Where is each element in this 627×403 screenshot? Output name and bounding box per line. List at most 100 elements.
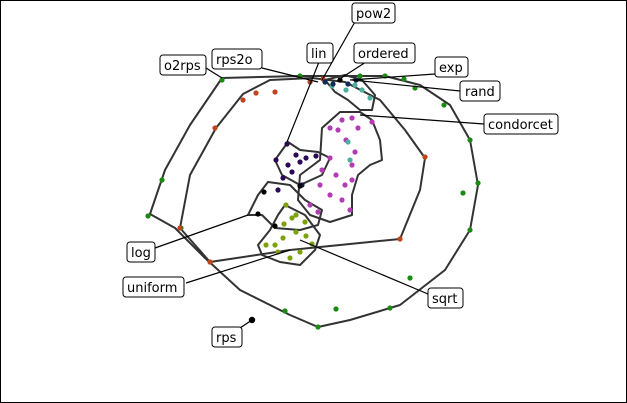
- magenta-point: [333, 172, 339, 178]
- teal-point: [359, 87, 365, 93]
- darkpurple-point: [275, 187, 281, 193]
- magenta-point: [315, 209, 321, 215]
- leader-ordered: [337, 61, 367, 81]
- hull-darkpurple: [274, 141, 331, 186]
- darkpurple-point: [273, 157, 279, 163]
- magenta-point: [319, 167, 325, 173]
- darkpurple-point: [285, 162, 291, 168]
- label-condorcet: condorcet: [483, 113, 559, 135]
- leader-log: [154, 214, 249, 249]
- magenta-point: [352, 149, 358, 155]
- hull-log: [247, 181, 323, 231]
- green-point: [401, 76, 407, 82]
- labels: pow2 lin ordered rps2o o2rps exp rand c: [122, 2, 559, 348]
- magenta-point: [355, 125, 361, 131]
- svg-text:rand: rand: [465, 85, 495, 100]
- darkpurple-point: [280, 175, 286, 181]
- olive-point: [289, 215, 295, 221]
- green-point: [407, 275, 413, 281]
- olive-point: [303, 233, 309, 239]
- magenta-point: [342, 182, 348, 188]
- label-ordered: ordered: [353, 42, 416, 64]
- label-rps: rps: [211, 326, 243, 348]
- navy-point: [330, 81, 336, 87]
- orange-point: [207, 259, 213, 265]
- orange-point: [253, 90, 259, 96]
- magenta-point: [327, 155, 333, 161]
- magenta-point: [369, 119, 375, 125]
- teal-point: [347, 157, 353, 163]
- green-point: [460, 190, 466, 196]
- magenta-point: [339, 197, 345, 203]
- green-point: [315, 324, 321, 330]
- orange-point: [177, 225, 183, 231]
- cluster-points: [145, 73, 481, 330]
- magenta-point: [307, 202, 313, 208]
- olive-point: [263, 242, 269, 248]
- olive-point: [280, 235, 286, 241]
- hull-teal: [324, 74, 376, 111]
- svg-text:rps2o: rps2o: [216, 53, 253, 68]
- svg-text:o2rps: o2rps: [164, 59, 201, 74]
- label-exp: exp: [434, 56, 469, 78]
- olive-point: [302, 219, 308, 225]
- label-pow2: pow2: [351, 2, 396, 24]
- darkpurple-point: [313, 153, 319, 159]
- green-point: [467, 227, 473, 233]
- darkpurple-point: [293, 152, 299, 158]
- black-point: [337, 77, 343, 83]
- black-point: [261, 189, 267, 195]
- leader-pow2: [321, 19, 357, 81]
- navy-point: [345, 81, 351, 87]
- olive-point: [283, 202, 289, 208]
- leader-lin: [286, 61, 320, 143]
- magenta-point: [347, 207, 353, 213]
- magenta-point: [339, 117, 345, 123]
- label-lin: lin: [306, 42, 334, 64]
- black-point: [297, 183, 303, 189]
- leader-exp: [349, 73, 436, 81]
- black-point: [272, 223, 278, 229]
- label-o2rps: o2rps: [159, 54, 207, 76]
- orange-point: [422, 154, 428, 160]
- darkpurple-point: [297, 159, 303, 165]
- leader-rand: [351, 79, 461, 92]
- svg-text:uniform: uniform: [127, 281, 177, 296]
- teal-point: [345, 139, 351, 145]
- black-point: [255, 211, 261, 217]
- svg-text:exp: exp: [439, 61, 463, 76]
- olive-point: [293, 229, 299, 235]
- magenta-point: [327, 125, 333, 131]
- olive-point: [297, 249, 303, 255]
- leader-o2rps: [205, 67, 223, 79]
- hull-orange: [179, 77, 426, 263]
- label-sqrt: sqrt: [427, 287, 464, 309]
- magenta-point: [349, 177, 355, 183]
- leader-rps2o: [261, 67, 319, 83]
- orange-point: [240, 97, 246, 103]
- leader-condorcet: [359, 114, 485, 125]
- orange-point: [272, 89, 278, 95]
- teal-point: [352, 82, 358, 88]
- olive-point: [272, 242, 278, 248]
- green-point: [159, 177, 165, 183]
- magenta-point: [349, 115, 355, 121]
- olive-point: [281, 221, 287, 227]
- green-point: [145, 213, 151, 219]
- hull-green: [149, 75, 479, 328]
- darkpurple-point: [303, 155, 309, 161]
- teal-point: [343, 87, 349, 93]
- label-rand: rand: [459, 80, 501, 102]
- green-point: [357, 73, 363, 79]
- magenta-point: [335, 127, 341, 133]
- green-point: [441, 102, 447, 108]
- teal-point: [367, 95, 373, 101]
- leader-uniform: [185, 249, 291, 284]
- green-point: [333, 306, 339, 312]
- label-uniform: uniform: [122, 276, 185, 298]
- green-point: [387, 305, 393, 311]
- svg-text:ordered: ordered: [358, 47, 409, 62]
- darkpurple-point: [284, 141, 290, 147]
